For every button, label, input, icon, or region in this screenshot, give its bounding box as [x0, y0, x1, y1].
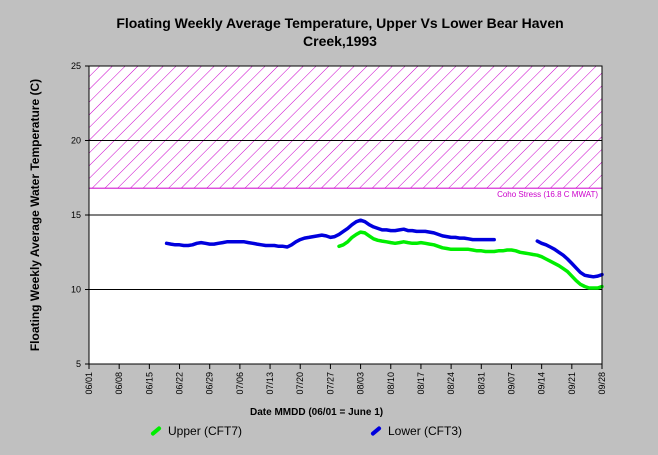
chart-title-line-2: Creek,1993 — [303, 33, 377, 49]
x-tick-label: 06/01 — [84, 372, 94, 395]
x-axis-label: Date MMDD (06/01 = June 1) — [250, 407, 384, 418]
legend-swatch-lower — [370, 425, 382, 437]
x-tick-label: 07/06 — [235, 372, 245, 395]
legend-item-lower: Lower (CFT3) — [370, 424, 462, 438]
x-tick-label: 07/27 — [325, 372, 335, 395]
y-tick-label: 20 — [71, 136, 81, 146]
chart-title-line-1: Floating Weekly Average Temperature, Upp… — [116, 15, 564, 31]
coho-stress-band-label: Coho Stress (16.8 C MWAT) — [497, 190, 598, 199]
x-tick-label: 09/21 — [567, 372, 577, 395]
x-tick-label: 07/13 — [265, 372, 275, 395]
x-tick-label: 08/03 — [356, 372, 366, 395]
x-tick-label: 08/17 — [416, 372, 426, 395]
legend-label-upper: Upper (CFT7) — [168, 424, 243, 438]
y-tick-label: 10 — [71, 285, 81, 295]
x-tick-label: 09/28 — [597, 372, 607, 395]
x-tick-label: 08/10 — [386, 372, 396, 395]
x-tick-label: 06/08 — [114, 372, 124, 395]
y-tick-label: 5 — [76, 359, 81, 369]
y-tick-label: 15 — [71, 210, 81, 220]
chart-title: Floating Weekly Average Temperature, Upp… — [60, 14, 620, 50]
x-tick-label: 09/14 — [537, 372, 547, 395]
x-tick-label: 06/15 — [144, 372, 154, 395]
x-tick-label: 09/07 — [506, 372, 516, 395]
series-line-lower-1 — [535, 239, 604, 279]
x-tick-label: 08/24 — [446, 372, 456, 395]
x-tick-label: 06/22 — [175, 372, 185, 395]
x-tick-label: 08/31 — [476, 372, 486, 395]
coho-stress-band — [88, 65, 603, 189]
legend-label-lower: Lower (CFT3) — [388, 424, 463, 438]
legend-swatch-upper — [150, 425, 162, 437]
x-tick-label: 06/29 — [205, 372, 215, 395]
y-tick-label: 25 — [71, 61, 81, 71]
x-tick-label: 07/20 — [295, 372, 305, 395]
series-line-lower-0 — [164, 218, 496, 249]
series-line-upper-0 — [337, 230, 604, 290]
legend-item-upper: Upper (CFT7) — [150, 424, 242, 438]
